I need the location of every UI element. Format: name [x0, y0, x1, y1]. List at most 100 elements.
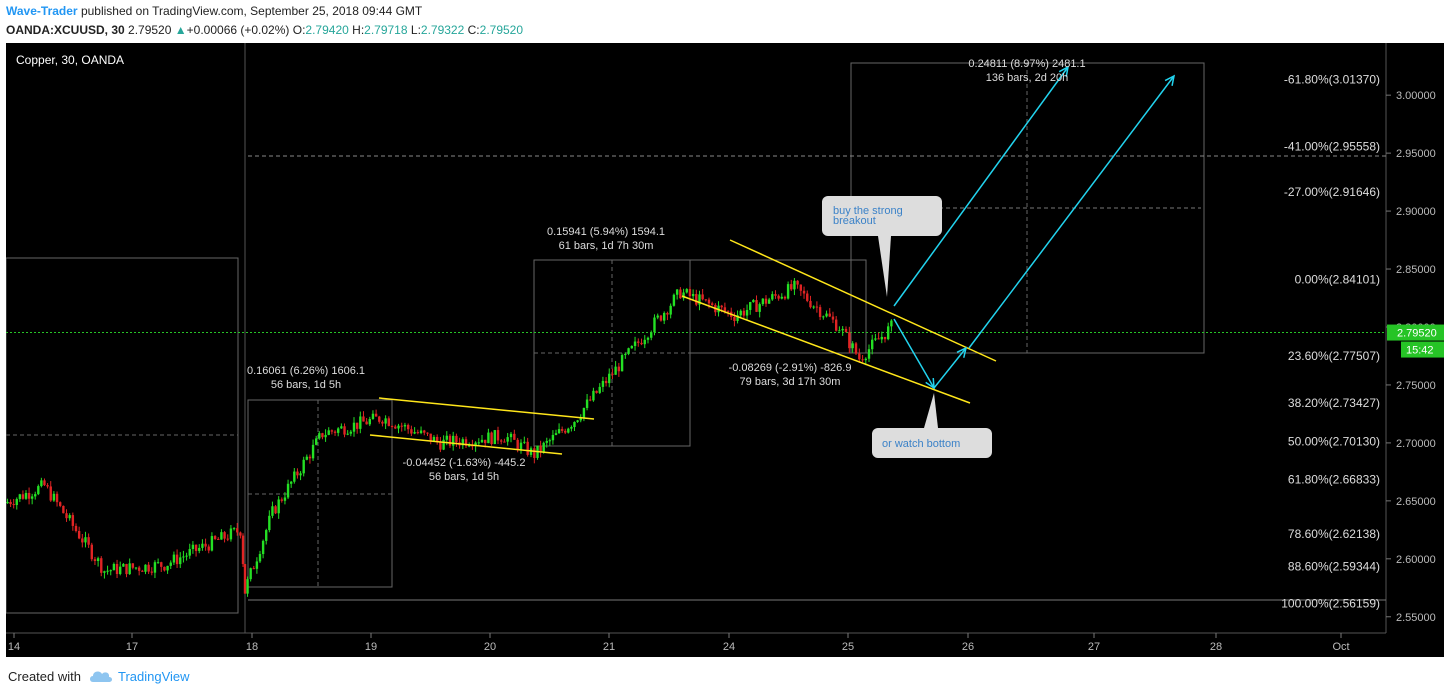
candle-body	[249, 568, 252, 580]
published-text: published on TradingView.com, September …	[80, 4, 423, 18]
trendlines	[369, 65, 1176, 455]
candle-body	[362, 416, 365, 422]
candle-body	[349, 431, 353, 434]
close-label: C:	[467, 23, 480, 37]
candle-body	[682, 292, 685, 299]
candle-body	[812, 306, 815, 308]
candle-body	[241, 535, 245, 565]
candle-body	[299, 473, 302, 476]
candle-body	[834, 319, 838, 331]
callout-box	[822, 196, 942, 236]
candle-body	[710, 303, 714, 305]
candle-body	[52, 493, 56, 501]
candle-body	[809, 300, 812, 308]
candle-body	[793, 280, 796, 290]
candle-body	[880, 336, 883, 340]
candle-body	[413, 432, 416, 434]
candle-body	[46, 485, 49, 487]
candle-body	[887, 326, 890, 340]
author-link[interactable]: Wave-Trader	[6, 4, 78, 18]
candle-body	[761, 298, 765, 305]
candle-body	[691, 294, 695, 297]
candle-body	[557, 429, 561, 434]
candle-body	[890, 320, 893, 327]
candle-body	[464, 439, 468, 446]
candle-body	[324, 434, 327, 438]
candle-body	[337, 428, 340, 433]
x-tick-label: 25	[842, 641, 854, 653]
tradingview-link[interactable]: TradingView	[118, 669, 190, 684]
candle-body	[611, 373, 614, 375]
candle-body	[188, 549, 191, 556]
candle-body	[381, 421, 384, 424]
measure-label: 0.15941 (5.94%) 1594.1	[547, 226, 665, 238]
chart-area[interactable]: 3.000002.950002.900002.850002.800002.750…	[6, 43, 1444, 657]
candle-body	[662, 312, 666, 321]
candle-body	[343, 426, 346, 435]
channel-line	[681, 295, 971, 404]
time-axis[interactable]	[6, 633, 1444, 657]
candle-body	[265, 530, 268, 541]
candle-body	[874, 338, 877, 340]
candle-body	[704, 299, 708, 301]
measurement-boxes: 2.79520 15:42	[6, 43, 1444, 633]
candle-body	[736, 315, 739, 321]
candle-body	[848, 332, 851, 349]
candle-body	[653, 317, 656, 333]
candle-body	[115, 563, 119, 574]
y-tick-label: 2.75000	[1396, 380, 1436, 392]
y-tick-label: 3.00000	[1396, 90, 1436, 102]
candle-body	[87, 537, 90, 545]
candle-body	[403, 424, 407, 427]
candle-body	[15, 499, 18, 506]
candle-body	[128, 563, 131, 575]
candle-body	[229, 528, 233, 540]
candle-body	[283, 497, 287, 501]
candle-body	[429, 433, 432, 442]
candle-body	[614, 366, 617, 375]
candle-body	[861, 359, 864, 361]
candle-body	[831, 316, 835, 320]
candle-body	[780, 296, 783, 299]
candle-body	[246, 579, 249, 594]
candle-body	[74, 525, 78, 532]
candle-body	[503, 441, 506, 443]
candle-body	[620, 355, 624, 372]
candle-body	[390, 425, 394, 427]
low-label: L:	[410, 23, 421, 37]
candle-body	[471, 445, 474, 447]
y-tick-label: 2.70000	[1396, 438, 1436, 450]
candle-body	[100, 558, 103, 573]
open-value: 2.79420	[305, 23, 349, 37]
candle-body	[733, 316, 736, 321]
candle-body	[55, 493, 59, 503]
candle-body	[867, 349, 871, 359]
measure-label: 136 bars, 2d 20h	[986, 72, 1069, 84]
price-chart[interactable]: 3.000002.950002.900002.850002.800002.750…	[6, 43, 1444, 657]
current-price-tag	[1387, 324, 1444, 341]
x-tick-label: 17	[126, 641, 138, 653]
fib-level-label: 50.00%(2.70130)	[1288, 434, 1380, 448]
candle-body	[564, 430, 567, 433]
price-change: +0.00066 (+0.02%)	[186, 23, 290, 37]
candle-body	[286, 483, 290, 498]
low-value: 2.79322	[420, 23, 465, 37]
candle-body	[27, 492, 31, 499]
measure-label: -0.08269 (-2.91%) -826.9	[729, 362, 852, 374]
candle-body	[877, 338, 880, 340]
candle-body	[659, 315, 663, 321]
candle-body	[293, 471, 296, 482]
candle-body	[243, 564, 247, 594]
fib-level-label: 61.80%(2.66833)	[1288, 473, 1380, 487]
candle-body	[854, 343, 858, 354]
candle-body	[280, 499, 284, 501]
candle-body	[112, 563, 116, 571]
candle-body	[695, 294, 698, 305]
candle-body	[545, 440, 548, 443]
candle-body	[141, 570, 144, 572]
candle-body	[669, 305, 672, 315]
candle-body	[217, 538, 220, 540]
x-tick-label: Oct	[1332, 641, 1349, 653]
candle-body	[333, 431, 337, 433]
open-label: O:	[292, 23, 306, 37]
